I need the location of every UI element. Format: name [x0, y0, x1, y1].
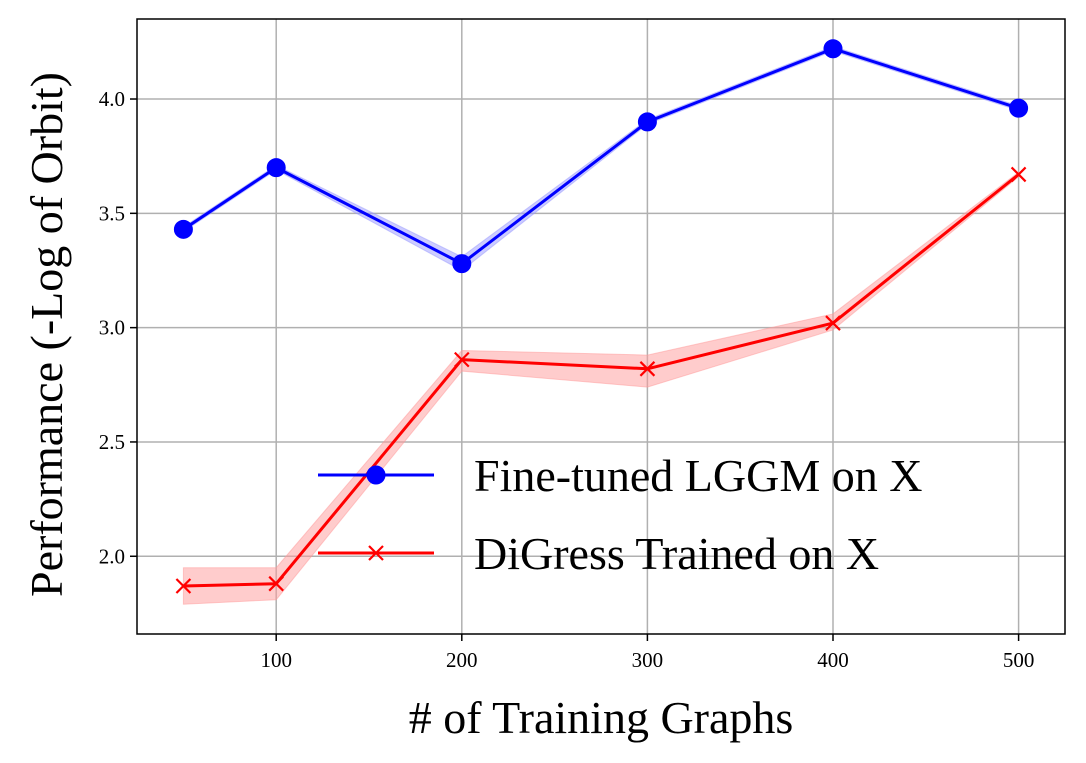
point-series-1 — [175, 578, 192, 594]
point-series-1 — [639, 361, 656, 377]
point-series-1 — [268, 575, 284, 592]
y-tick-label: 3.0 — [99, 316, 125, 340]
point-series-1 — [825, 315, 841, 331]
x-tick-label: 300 — [632, 648, 664, 672]
legend-label: DiGress Trained on X — [474, 528, 879, 579]
x-tick-label: 400 — [817, 648, 849, 672]
y-tick-label: 2.5 — [99, 430, 125, 454]
y-axis-title: Performance (-Log of Orbit) — [21, 72, 72, 597]
x-tick-labels: 100 200 300 400 500 — [260, 648, 1034, 672]
x-tick-label: 200 — [446, 648, 478, 672]
point-series-0 — [637, 112, 657, 132]
band-series-1 — [182, 171, 1020, 605]
y-tick-label: 3.5 — [99, 201, 125, 225]
line-series-1 — [183, 173, 1020, 588]
point-series-1 — [1010, 166, 1027, 183]
x-axis-title: # of Training Graphs — [409, 692, 794, 743]
plot-frame — [136, 18, 1066, 635]
y-tick-labels: 2.0 2.5 3.0 3.5 4.0 — [99, 87, 125, 568]
point-series-0 — [823, 39, 843, 59]
legend-marker — [368, 545, 384, 561]
y-tick-label: 2.0 — [99, 544, 125, 568]
series-markers — [173, 39, 1029, 594]
legend-label: Fine-tuned LGGM on X — [474, 450, 922, 501]
axis-ticks — [130, 98, 1020, 641]
line-series-0 — [182, 47, 1020, 266]
point-series-0 — [173, 219, 193, 239]
confidence-bands — [182, 45, 1020, 605]
y-tick-label: 4.0 — [99, 87, 125, 111]
point-series-0 — [452, 254, 472, 274]
legend: Fine-tuned LGGM on X DiGress Trained on X — [318, 450, 922, 579]
point-series-1 — [454, 351, 470, 368]
point-series-0 — [266, 158, 286, 178]
point-series-0 — [1009, 98, 1029, 118]
x-tick-label: 500 — [1003, 648, 1035, 672]
x-tick-label: 100 — [260, 648, 292, 672]
series-lines — [182, 47, 1020, 588]
legend-marker — [366, 465, 386, 485]
